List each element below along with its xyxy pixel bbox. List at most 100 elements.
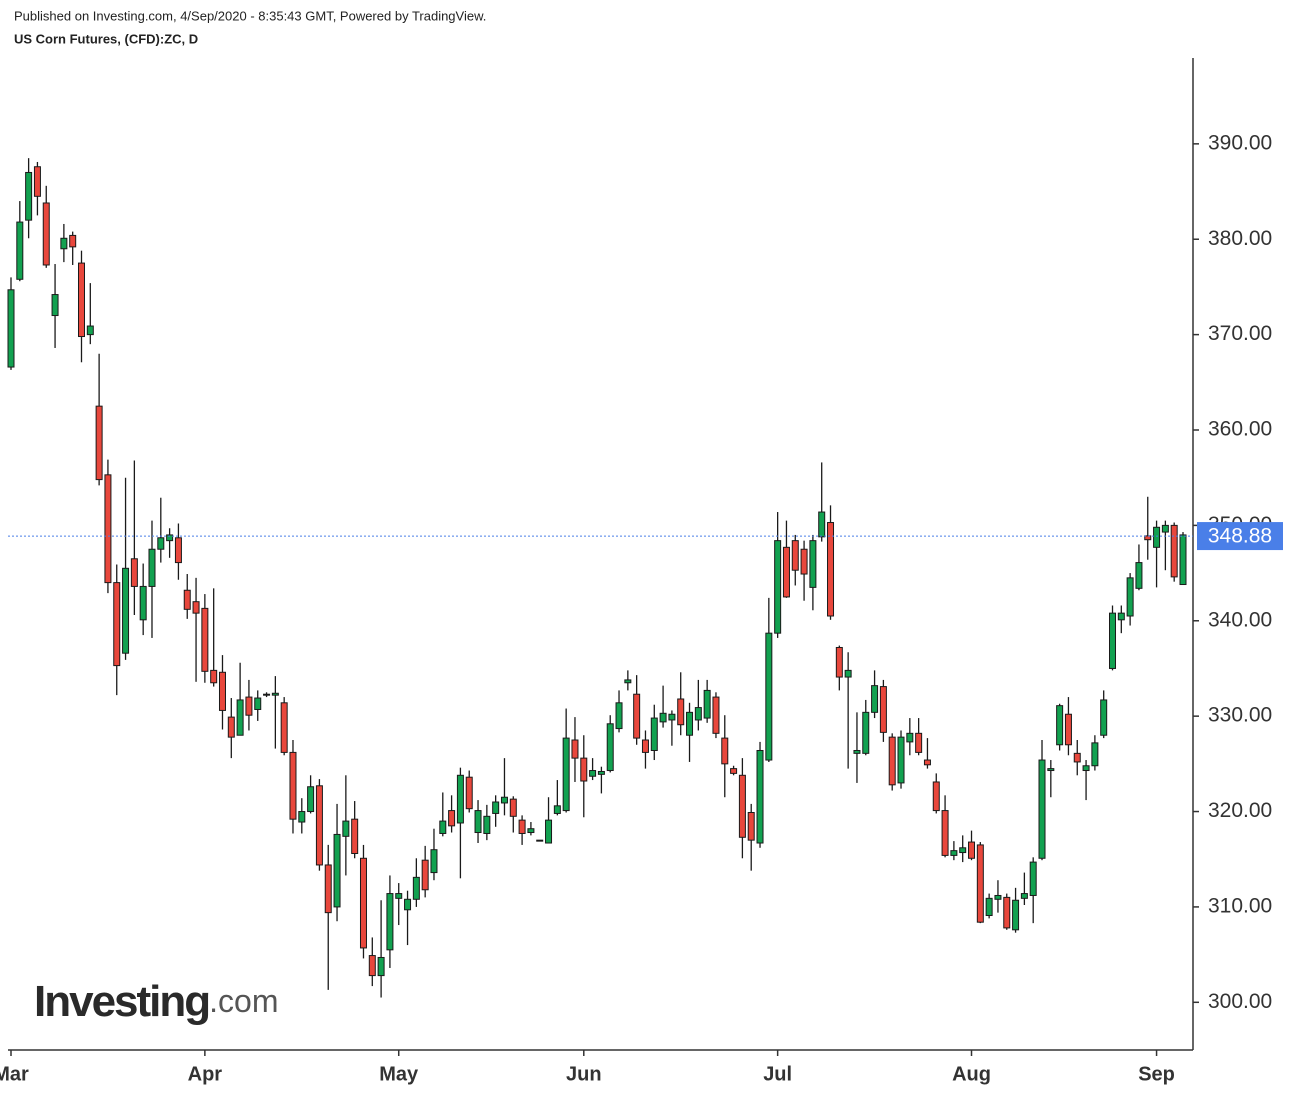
candle-body xyxy=(33,166,41,197)
last-price-label: 348.88 xyxy=(1208,525,1272,548)
candle-body xyxy=(51,294,59,317)
candle-body xyxy=(307,786,315,813)
candle-body xyxy=(888,736,896,786)
candle-body xyxy=(633,693,641,739)
chart-subtitle: Published on Investing.com, 4/Sep/2020 -… xyxy=(14,8,486,23)
candle-body xyxy=(985,897,993,917)
chart-title: US Corn Futures, (CFD):ZC, D xyxy=(14,31,198,46)
y-tick-label: 380.00 xyxy=(1208,227,1272,250)
candle-body xyxy=(800,548,808,575)
candle-body xyxy=(192,601,200,614)
candle-body xyxy=(862,711,870,754)
candle-body xyxy=(923,759,931,766)
candle-body xyxy=(227,716,235,738)
candle-body xyxy=(641,739,649,753)
candle-body xyxy=(16,221,24,280)
candle-body xyxy=(959,847,967,854)
candle-body xyxy=(774,540,782,634)
candle-body xyxy=(1082,765,1090,772)
candle-body xyxy=(139,585,147,621)
y-tick-label: 300.00 xyxy=(1208,990,1272,1013)
candle-body xyxy=(210,669,218,684)
watermark: Investing.com xyxy=(34,977,279,1026)
candle-body xyxy=(580,757,588,782)
candle-body xyxy=(25,171,33,221)
candle-body xyxy=(844,669,852,678)
candle-body xyxy=(1038,759,1046,859)
candle-body xyxy=(650,717,658,751)
candle-body xyxy=(1170,524,1178,578)
candle-body xyxy=(342,820,350,837)
candle-body xyxy=(122,567,130,654)
candle-body xyxy=(368,955,376,977)
candle-body xyxy=(492,801,500,814)
candle-body xyxy=(809,540,817,588)
candle-body xyxy=(677,698,685,726)
watermark-brand: Investing xyxy=(34,977,209,1026)
candle-body xyxy=(324,864,332,914)
y-tick-label: 390.00 xyxy=(1208,131,1272,154)
candle-body xyxy=(976,844,984,923)
y-tick-label: 320.00 xyxy=(1208,799,1272,822)
candle-body xyxy=(712,696,720,734)
candle-body xyxy=(404,898,412,911)
candle-body xyxy=(1117,612,1125,621)
candle-body xyxy=(694,707,702,721)
candle-body xyxy=(624,679,632,684)
candle-body xyxy=(1064,713,1072,746)
candle-body xyxy=(1056,705,1064,746)
candle-body xyxy=(518,819,526,834)
candle-body xyxy=(166,534,174,542)
candle-body xyxy=(104,474,112,584)
candle-body xyxy=(597,770,605,775)
candle-body xyxy=(571,739,579,759)
candle-body xyxy=(747,811,755,841)
candle-body xyxy=(86,325,94,336)
candle-body xyxy=(69,234,77,248)
candle-body xyxy=(994,894,1002,900)
candle-body xyxy=(1109,612,1117,669)
candle-body xyxy=(271,692,279,696)
candle-body xyxy=(474,810,482,834)
candle-body xyxy=(448,810,456,827)
candle-body xyxy=(95,405,103,481)
candle-body xyxy=(765,632,773,761)
candle-body xyxy=(906,732,914,743)
candle-body xyxy=(1161,524,1169,533)
candle-body xyxy=(42,202,50,266)
candle-body xyxy=(1029,861,1037,896)
candle-body xyxy=(1126,577,1134,617)
candle-body xyxy=(950,850,958,856)
candle-body xyxy=(245,696,253,716)
x-tick-label: Mar xyxy=(0,1063,29,1085)
candle-body xyxy=(174,537,182,564)
candle-body xyxy=(157,537,165,550)
candle-body xyxy=(527,828,535,834)
candle-body xyxy=(1091,742,1099,767)
candle-body xyxy=(421,859,429,891)
candle-body xyxy=(1003,896,1011,929)
candle-body xyxy=(263,693,271,696)
candle-body xyxy=(148,548,156,587)
x-tick-label: Jul xyxy=(763,1063,792,1085)
candle-body xyxy=(1073,752,1081,763)
candle-body xyxy=(897,736,905,784)
candle-body xyxy=(738,774,746,838)
candle-body xyxy=(298,811,306,823)
candle-body xyxy=(280,702,288,753)
candle-body xyxy=(536,839,544,842)
candle-body xyxy=(782,546,790,598)
candle-body xyxy=(1179,534,1187,586)
candle-body xyxy=(351,818,359,855)
candle-body xyxy=(853,749,861,754)
candle-body xyxy=(818,511,826,538)
candle-body xyxy=(1135,562,1143,589)
candle-body xyxy=(835,646,843,678)
candle-body xyxy=(386,893,394,951)
y-tick-label: 370.00 xyxy=(1208,322,1272,345)
candle-body xyxy=(439,820,447,834)
candle-body xyxy=(500,796,508,804)
candle-body xyxy=(730,768,738,774)
